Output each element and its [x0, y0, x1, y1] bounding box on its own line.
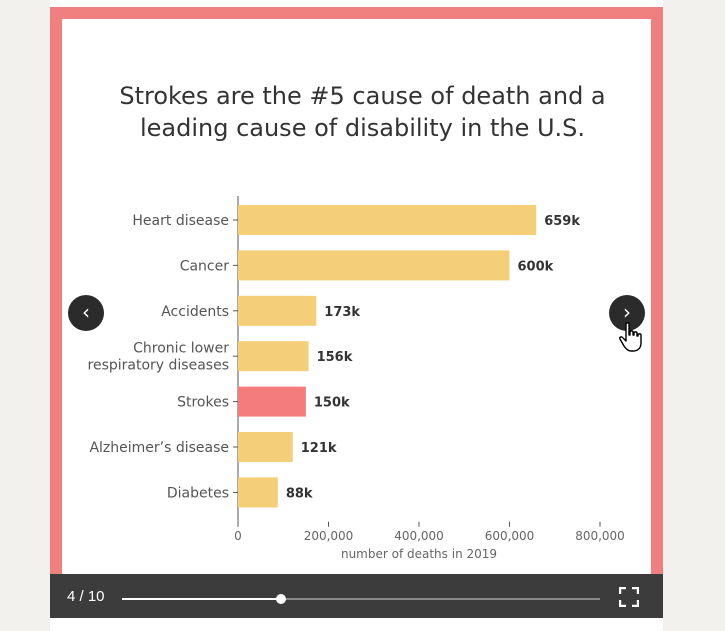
data-label: 156k: [317, 350, 353, 365]
progress-slider[interactable]: [122, 594, 600, 604]
data-label: 600k: [518, 259, 554, 274]
category-label: Strokes: [177, 395, 229, 411]
fullscreen-icon[interactable]: [619, 587, 639, 607]
bar: [238, 250, 510, 281]
slide-canvas: [62, 19, 651, 574]
data-label: 88k: [286, 486, 313, 501]
slideshow-controls: 4 / 10: [50, 574, 663, 618]
category-label: respiratory diseases: [88, 358, 229, 374]
slide-counter: 4 / 10: [67, 588, 105, 605]
progress-handle[interactable]: [276, 594, 287, 604]
data-label: 173k: [324, 305, 360, 320]
category-label: Diabetes: [167, 485, 229, 501]
data-label: 659k: [544, 214, 580, 229]
x-axis-label: number of deaths in 2019: [341, 547, 497, 561]
bar: [238, 205, 537, 235]
progress-fill: [122, 598, 282, 600]
category-label: Chronic lower: [133, 341, 229, 357]
previous-slide-button[interactable]: ‹: [68, 295, 104, 331]
data-label: 150k: [314, 396, 350, 411]
bar: [238, 477, 278, 508]
x-tick-label: 200,000: [304, 529, 354, 543]
bar: [238, 341, 309, 372]
hand-cursor-icon: [619, 322, 642, 352]
slide-frame: [50, 7, 663, 574]
chart-title: Strokes are the #5 cause of death and a …: [0, 80, 725, 144]
category-label: Cancer: [180, 258, 230, 274]
category-label: Accidents: [161, 304, 229, 320]
category-label: Alzheimer’s disease: [89, 440, 229, 456]
data-label: 121k: [301, 441, 337, 456]
page-footer-strip: [50, 618, 663, 631]
chevron-left-icon: ‹: [82, 300, 90, 324]
category-label: Heart disease: [132, 213, 229, 229]
x-tick-label: 0: [234, 529, 242, 543]
x-tick-label: 600,000: [485, 529, 535, 543]
chart-title-line-2: leading cause of disability in the U.S.: [139, 114, 586, 142]
chevron-right-icon: ›: [623, 300, 631, 324]
bar: [238, 295, 317, 326]
chart-title-line-1: Strokes are the #5 cause of death and a: [119, 82, 606, 110]
bar: [238, 432, 293, 462]
bar: [238, 386, 306, 417]
x-tick-label: 800,000: [575, 529, 625, 543]
x-tick-label: 400,000: [394, 529, 444, 543]
